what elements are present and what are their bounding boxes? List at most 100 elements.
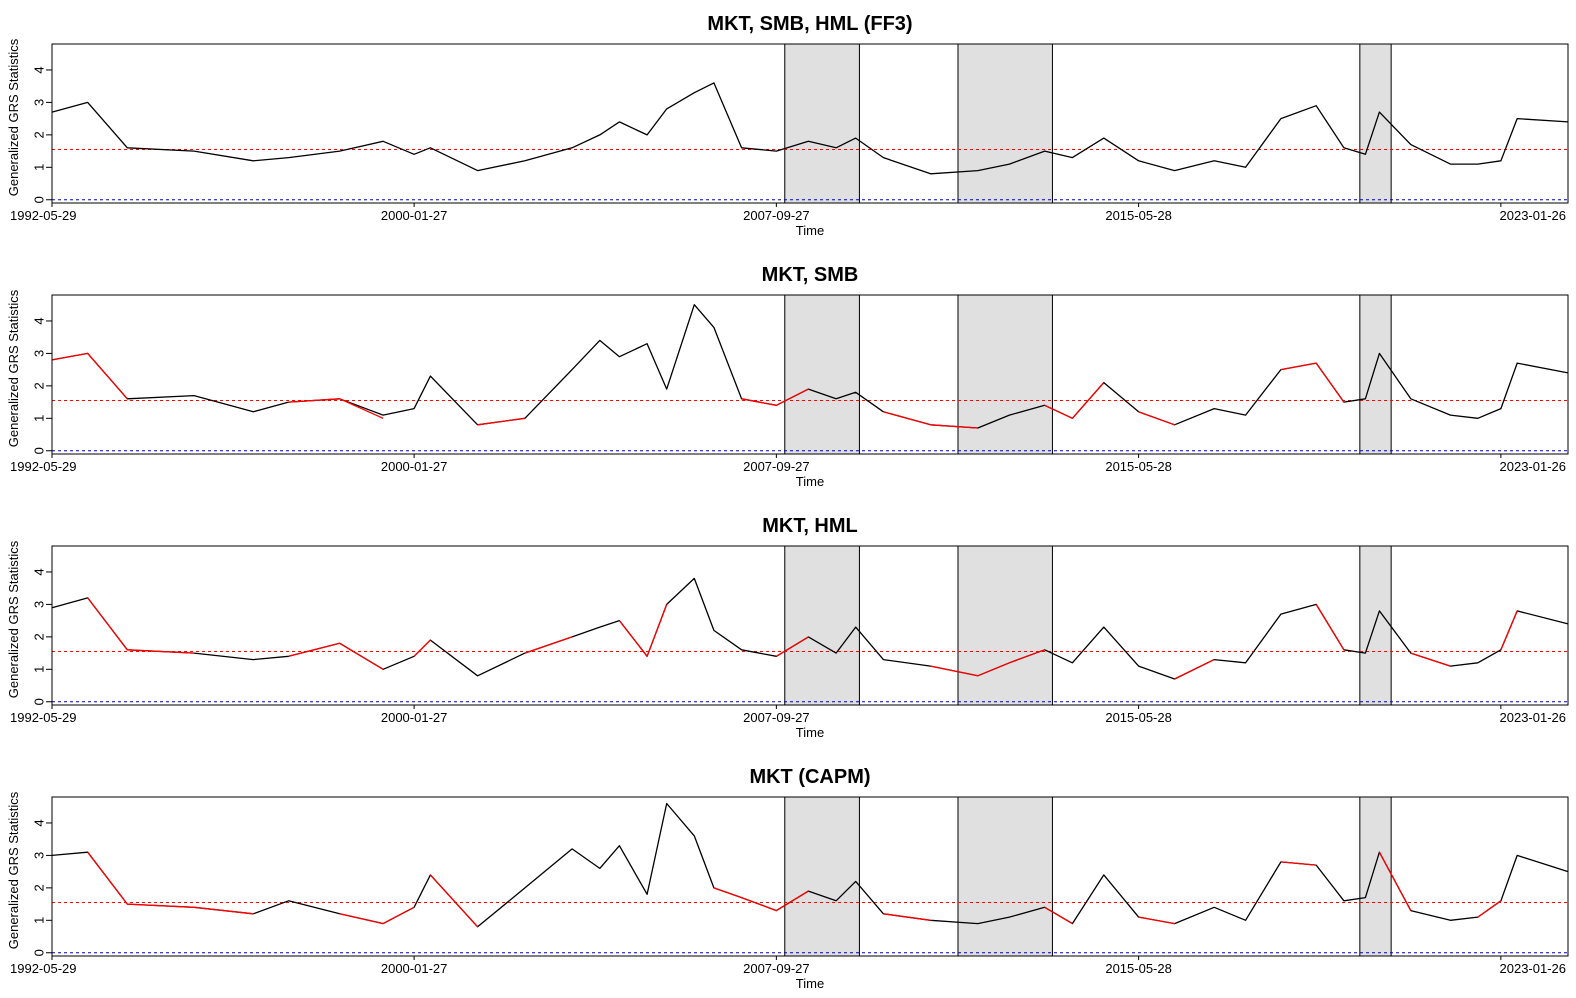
x-tick-label: 2015-05-28 xyxy=(1105,961,1172,976)
series-line xyxy=(51,304,1569,429)
series-line xyxy=(429,874,479,928)
y-tick-label: 4 xyxy=(31,819,46,826)
y-tick-label: 4 xyxy=(31,317,46,324)
y-tick-label: 0 xyxy=(31,949,46,956)
x-tick-label: 1992-05-29 xyxy=(10,961,77,976)
shaded-period xyxy=(1359,294,1392,455)
x-axis-label: Time xyxy=(796,474,824,489)
x-tick-label: 2023-01-26 xyxy=(1500,208,1567,223)
series-line xyxy=(1174,659,1215,680)
x-axis-label: Time xyxy=(796,725,824,740)
x-tick-label: 2000-01-27 xyxy=(381,961,448,976)
series-line xyxy=(87,851,254,915)
x-tick-label: 2000-01-27 xyxy=(381,710,448,725)
x-axis-label: Time xyxy=(796,223,824,238)
plot-frame xyxy=(51,796,1569,957)
x-tick-label: 2023-01-26 xyxy=(1500,710,1567,725)
shaded-period xyxy=(784,545,860,706)
series-line xyxy=(339,906,415,925)
shaded-period xyxy=(1359,796,1392,957)
x-tick-label: 2007-09-27 xyxy=(743,459,810,474)
series-line xyxy=(288,398,384,419)
series-line xyxy=(1044,906,1073,925)
y-axis-label: Generalized GRS Statistics xyxy=(6,289,21,447)
y-tick-label: 4 xyxy=(31,66,46,73)
series-line xyxy=(713,887,809,912)
y-tick-label: 0 xyxy=(31,698,46,705)
x-tick-label: 2015-05-28 xyxy=(1105,208,1172,223)
plot-frame xyxy=(51,43,1569,204)
x-tick-label: 2000-01-27 xyxy=(381,459,448,474)
x-tick-label: 1992-05-29 xyxy=(10,208,77,223)
shaded-period xyxy=(784,796,860,957)
x-tick-label: 1992-05-29 xyxy=(10,710,77,725)
x-tick-label: 2000-01-27 xyxy=(381,208,448,223)
y-tick-label: 3 xyxy=(31,350,46,357)
x-tick-label: 2015-05-28 xyxy=(1105,710,1172,725)
chart-panel-1: MKT, SMB, HML (FF3) 0 1 2 3 4 Generalized GRS … xyxy=(6,13,1569,238)
x-tick-label: 2023-01-26 xyxy=(1500,459,1567,474)
series-line xyxy=(618,604,668,657)
y-tick-label: 2 xyxy=(31,884,46,891)
chart-panel-4: MKT (CAPM) 0 1 2 3 4 Generalized GRS Statistic… xyxy=(6,766,1569,991)
series-line xyxy=(477,417,525,426)
chart-title: MKT, HML xyxy=(762,515,858,537)
series-line xyxy=(1378,851,1412,911)
shaded-period xyxy=(1359,545,1392,706)
series-line xyxy=(883,411,978,429)
chart-title: MKT, SMB xyxy=(762,264,859,286)
series-line xyxy=(883,913,931,921)
series-line xyxy=(776,636,809,657)
shaded-period xyxy=(784,294,860,455)
shaded-period xyxy=(957,294,1053,455)
y-tick-label: 3 xyxy=(31,99,46,106)
y-axis-label: Generalized GRS Statistics xyxy=(6,540,21,698)
chart-panel-3: MKT, HML 0 1 2 3 4 Generalized GRS Statistics 1… xyxy=(6,515,1569,740)
y-tick-label: 1 xyxy=(31,164,46,171)
series-line xyxy=(51,352,128,400)
series-line xyxy=(1477,900,1502,918)
y-tick-label: 1 xyxy=(31,666,46,673)
shaded-period xyxy=(957,43,1053,204)
y-axis-label: Generalized GRS Statistics xyxy=(6,38,21,196)
x-tick-label: 2015-05-28 xyxy=(1105,459,1172,474)
shaded-period xyxy=(784,43,860,204)
y-tick-label: 2 xyxy=(31,633,46,640)
y-tick-label: 0 xyxy=(31,447,46,454)
x-tick-label: 1992-05-29 xyxy=(10,459,77,474)
series-line xyxy=(930,649,1045,677)
x-tick-label: 2007-09-27 xyxy=(743,961,810,976)
chart-title: MKT (CAPM) xyxy=(749,766,870,788)
series-line xyxy=(524,636,573,654)
series-line xyxy=(51,577,1569,680)
series-line xyxy=(51,82,1569,175)
y-tick-label: 2 xyxy=(31,131,46,138)
shaded-period xyxy=(957,545,1053,706)
series-line xyxy=(1500,610,1518,651)
series-line xyxy=(1410,652,1451,667)
x-tick-label: 2007-09-27 xyxy=(743,208,810,223)
series-line xyxy=(1280,362,1345,403)
series-line xyxy=(1044,382,1105,419)
series-line xyxy=(1280,861,1317,866)
plot-frame xyxy=(51,545,1569,706)
y-tick-label: 3 xyxy=(31,601,46,608)
chart-panel-2: MKT, SMB 0 1 2 3 4 Generalized GRS Statistics 1… xyxy=(6,264,1569,489)
series-line xyxy=(741,388,809,406)
shaded-period xyxy=(957,796,1053,957)
y-tick-label: 1 xyxy=(31,917,46,924)
x-tick-label: 2007-09-27 xyxy=(743,710,810,725)
series-line xyxy=(288,642,384,670)
y-tick-label: 3 xyxy=(31,852,46,859)
series-line xyxy=(1315,604,1345,651)
y-axis-label: Generalized GRS Statistics xyxy=(6,791,21,949)
y-tick-label: 1 xyxy=(31,415,46,422)
series-line xyxy=(87,597,195,654)
plot-frame xyxy=(51,294,1569,455)
y-tick-label: 4 xyxy=(31,568,46,575)
x-tick-label: 2023-01-26 xyxy=(1500,961,1567,976)
y-tick-label: 2 xyxy=(31,382,46,389)
series-line xyxy=(1138,411,1175,426)
y-tick-label: 0 xyxy=(31,196,46,203)
